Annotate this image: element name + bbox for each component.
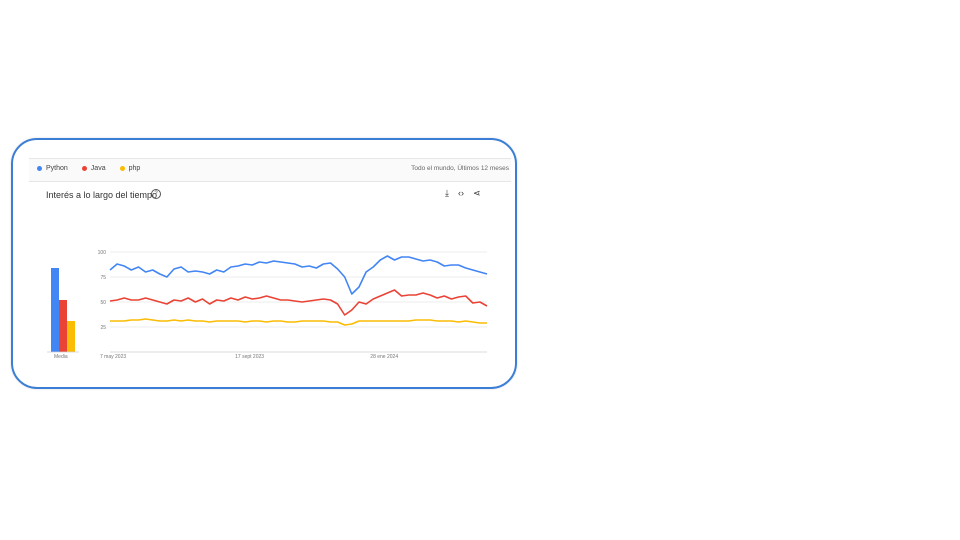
x-tick-label: 17 sept 2023 bbox=[235, 354, 264, 360]
average-bar-php bbox=[67, 321, 75, 352]
average-bar-python bbox=[51, 268, 59, 352]
y-tick-label: 50 bbox=[100, 300, 106, 306]
trends-card-frame: Python Java php Todo el mundo, Últimos 1… bbox=[11, 138, 517, 389]
series-line-java bbox=[110, 290, 487, 315]
x-tick-label: 7 may 2023 bbox=[100, 354, 126, 360]
line-chart: 100 75 50 25 7 may 2023 17 sept 2023 28 ene 20… bbox=[13, 140, 515, 387]
average-bar-java bbox=[59, 300, 67, 352]
x-tick-label: 28 ene 2024 bbox=[370, 354, 398, 360]
average-bars-label: Media bbox=[54, 354, 68, 360]
series-line-php bbox=[110, 319, 487, 325]
y-tick-label: 75 bbox=[100, 275, 106, 281]
y-tick-label: 25 bbox=[100, 325, 106, 331]
series-line-python bbox=[110, 256, 487, 294]
y-tick-label: 100 bbox=[98, 250, 107, 256]
